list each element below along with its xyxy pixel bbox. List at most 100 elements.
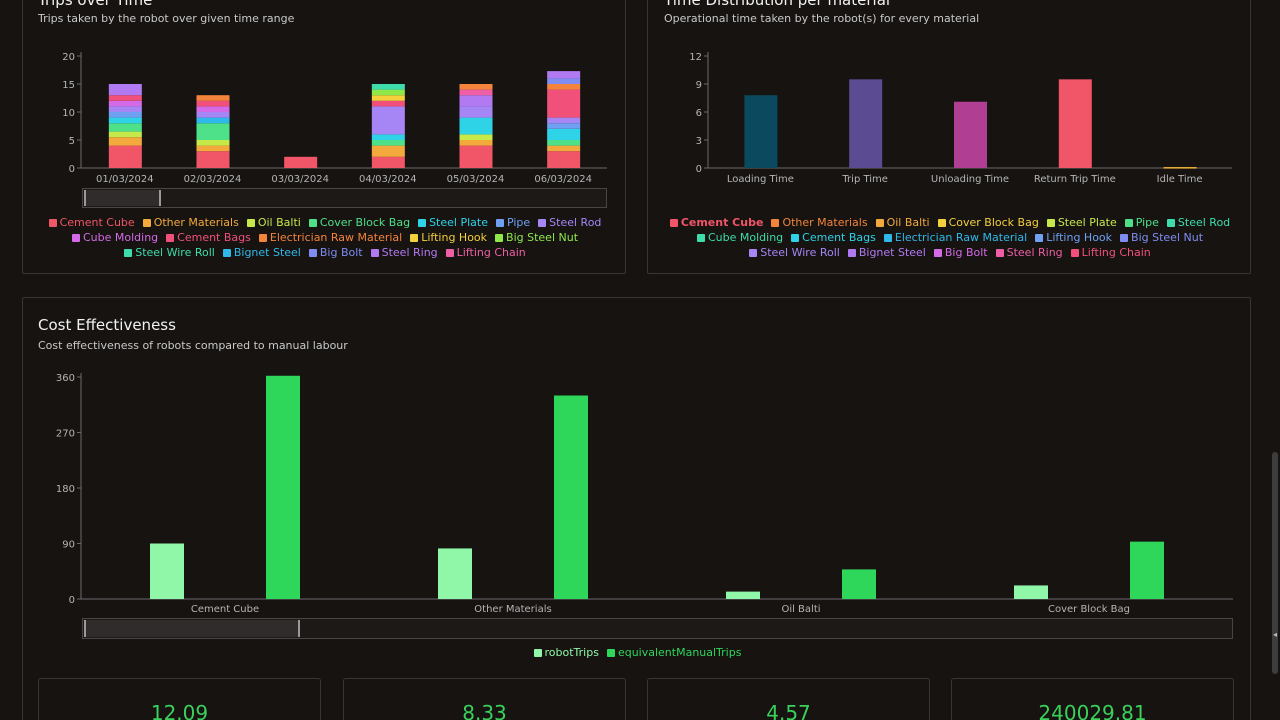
legend-item[interactable]: Cube Molding bbox=[696, 231, 783, 244]
legend-label: Big Steel Nut bbox=[506, 231, 579, 244]
legend-swatch bbox=[875, 218, 884, 227]
time-card-subtitle: Operational time taken by the robot(s) f… bbox=[664, 12, 980, 25]
legend-item[interactable]: Bignet Steel bbox=[847, 246, 926, 259]
time-card-title: Time Distribution per material bbox=[664, 0, 891, 9]
legend-item[interactable]: Lifting Hook bbox=[1035, 231, 1112, 244]
legend-item[interactable]: Cube Molding bbox=[71, 231, 158, 244]
legend-item[interactable]: Steel Rod bbox=[538, 216, 601, 229]
legend-swatch bbox=[1046, 218, 1055, 227]
cost-effectiveness-card: Cost Effectiveness Cost effectiveness of… bbox=[22, 297, 1251, 720]
x-tick-label: 05/03/2024 bbox=[447, 174, 505, 185]
legend-item[interactable]: Steel Plate bbox=[418, 216, 488, 229]
y-tick-label: 15 bbox=[62, 80, 75, 91]
legend-swatch bbox=[495, 233, 504, 242]
trips-zoom-slider[interactable] bbox=[82, 188, 607, 208]
legend-label: Cement Bags bbox=[177, 231, 251, 244]
legend-item[interactable]: equivalentManualTrips bbox=[606, 646, 741, 659]
legend-item[interactable]: Steel Wire Roll bbox=[749, 246, 840, 259]
legend-item[interactable]: Cement Cube bbox=[48, 216, 135, 229]
legend-item[interactable]: Other Materials bbox=[142, 216, 239, 229]
x-tick-label: Unloading Time bbox=[931, 174, 1009, 185]
legend-item[interactable]: Cover Block Bag bbox=[308, 216, 411, 229]
stacked-bar-segment bbox=[196, 145, 230, 152]
x-tick-label: 06/03/2024 bbox=[534, 174, 592, 185]
legend-item[interactable]: Lifting Hook bbox=[410, 231, 487, 244]
legend-swatch bbox=[142, 218, 151, 227]
legend-swatch bbox=[495, 218, 504, 227]
stacked-bar-segment bbox=[196, 117, 230, 124]
legend-swatch bbox=[418, 218, 427, 227]
bar bbox=[954, 101, 987, 168]
legend-item[interactable]: Lifting Chain bbox=[445, 246, 526, 259]
legend-item[interactable]: Pipe bbox=[1124, 216, 1159, 229]
legend-item[interactable]: Big Bolt bbox=[308, 246, 363, 259]
stacked-bar-segment bbox=[547, 145, 581, 152]
stat-value-3: 4.57 bbox=[766, 701, 811, 720]
legend-label: Bignet Steel bbox=[233, 246, 301, 259]
legend-label: Pipe bbox=[1135, 216, 1159, 229]
legend-item[interactable]: Bignet Steel bbox=[222, 246, 301, 259]
bar bbox=[744, 95, 778, 168]
stat-value-1: 12.09 bbox=[150, 701, 209, 720]
stacked-bar-segment bbox=[371, 95, 405, 101]
legend-item[interactable]: Oil Balti bbox=[246, 216, 301, 229]
legend-item[interactable]: Big Bolt bbox=[933, 246, 988, 259]
legend-label: Bignet Steel bbox=[858, 246, 926, 259]
legend-item[interactable]: Big Steel Nut bbox=[1120, 231, 1203, 244]
bar bbox=[849, 79, 883, 168]
legend-swatch bbox=[410, 233, 419, 242]
stacked-bar-segment bbox=[108, 131, 142, 138]
legend-item[interactable]: Steel Plate bbox=[1046, 216, 1117, 229]
stacked-bar-segment bbox=[547, 71, 581, 79]
legend-label: Steel Wire Roll bbox=[760, 246, 840, 259]
legend-item[interactable]: Steel Wire Roll bbox=[124, 246, 215, 259]
legend-item[interactable]: Lifting Chain bbox=[1070, 246, 1151, 259]
legend-swatch bbox=[258, 233, 267, 242]
legend-swatch bbox=[370, 248, 379, 257]
y-tick-label: 0 bbox=[69, 595, 75, 606]
legend-label: Cover Block Bag bbox=[319, 216, 411, 229]
scroll-down-arrow-icon[interactable]: ◂ bbox=[1273, 630, 1278, 639]
x-tick-label: Cover Block Bag bbox=[1048, 604, 1130, 615]
legend-item[interactable]: Other Materials bbox=[771, 216, 868, 229]
legend-item[interactable]: Steel Ring bbox=[995, 246, 1063, 259]
legend-item[interactable]: Electrician Raw Material bbox=[883, 231, 1028, 244]
stacked-bar-segment bbox=[196, 106, 230, 112]
cost-zoom-slider[interactable] bbox=[82, 618, 1233, 639]
legend-label: Oil Balti bbox=[257, 216, 301, 229]
legend-label: Steel Ring bbox=[381, 246, 438, 259]
trips-zoom-window[interactable] bbox=[84, 190, 161, 206]
legend-item[interactable]: Cement Cube bbox=[669, 216, 763, 229]
stacked-bar-segment bbox=[459, 117, 493, 135]
bar bbox=[1058, 79, 1092, 168]
legend-item[interactable]: Oil Balti bbox=[875, 216, 930, 229]
y-tick-label: 10 bbox=[62, 108, 75, 119]
legend-item[interactable]: Steel Ring bbox=[370, 246, 438, 259]
legend-item[interactable]: Electrician Raw Material bbox=[258, 231, 402, 244]
legend-swatch bbox=[222, 248, 231, 257]
legend-label: Steel Plate bbox=[1057, 216, 1117, 229]
cost-zoom-window[interactable] bbox=[84, 620, 300, 637]
legend-item[interactable]: Steel Rod bbox=[1166, 216, 1230, 229]
legend-swatch bbox=[1124, 218, 1133, 227]
stacked-bar-segment bbox=[459, 145, 493, 168]
legend-label: Big Bolt bbox=[944, 246, 988, 259]
stacked-bar-segment bbox=[196, 151, 230, 168]
bar-equivalentManualTrips bbox=[842, 569, 876, 599]
legend-item[interactable]: Pipe bbox=[495, 216, 530, 229]
stacked-bar-segment bbox=[108, 84, 142, 96]
legend-item[interactable]: Big Steel Nut bbox=[495, 231, 578, 244]
legend-item[interactable]: Cement Bags bbox=[791, 231, 876, 244]
legend-label: Oil Balti bbox=[886, 216, 930, 229]
legend-item[interactable]: robotTrips bbox=[533, 646, 599, 659]
legend-item[interactable]: Cement Bags bbox=[166, 231, 251, 244]
legend-swatch bbox=[538, 218, 547, 227]
page-scrollbar-thumb[interactable] bbox=[1272, 452, 1278, 674]
legend-swatch bbox=[308, 218, 317, 227]
legend-label: Lifting Chain bbox=[456, 246, 526, 259]
bar-robotTrips bbox=[1014, 585, 1048, 599]
y-tick-label: 360 bbox=[56, 373, 75, 384]
legend-label: Electrician Raw Material bbox=[894, 231, 1028, 244]
legend-item[interactable]: Cover Block Bag bbox=[937, 216, 1039, 229]
legend-swatch bbox=[791, 233, 800, 242]
